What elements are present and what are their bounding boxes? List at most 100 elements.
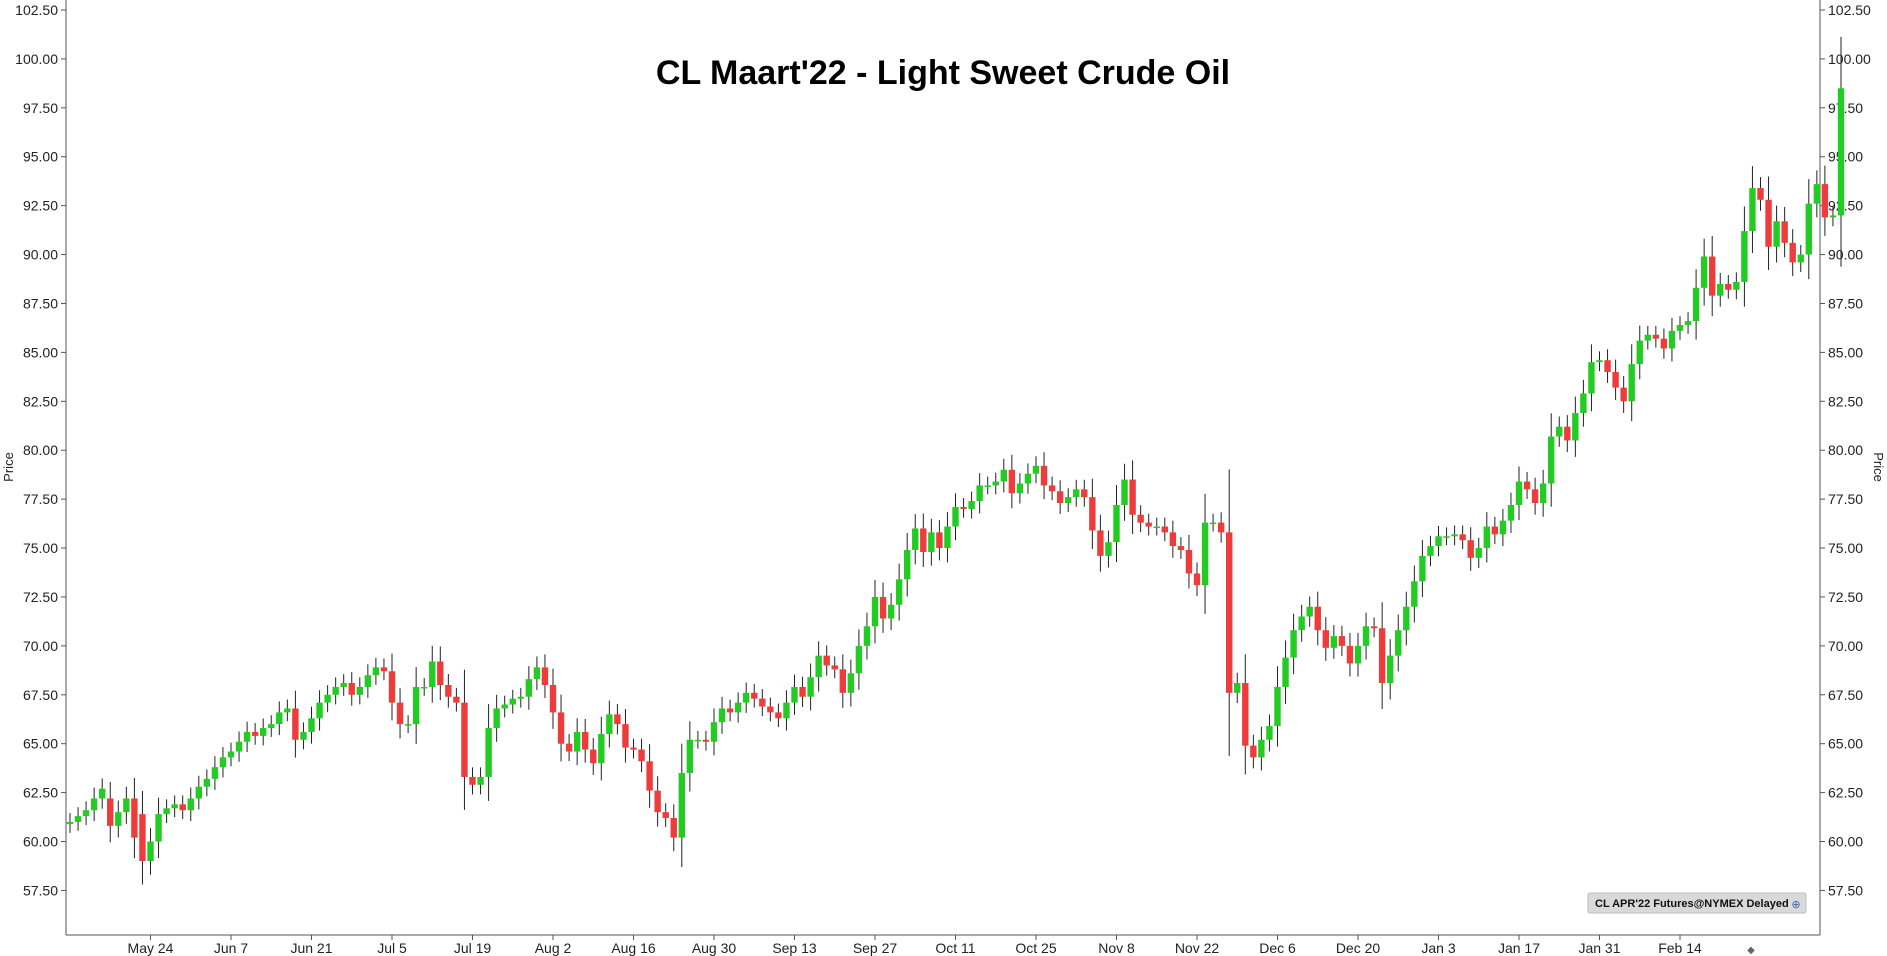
candle	[509, 689, 516, 714]
candle-body-up	[1113, 505, 1120, 543]
candle	[839, 654, 846, 708]
candle	[767, 697, 774, 722]
candle-body-up	[324, 694, 331, 703]
candle	[1620, 375, 1627, 413]
candle	[1266, 714, 1273, 752]
candle-body-down	[1765, 199, 1772, 247]
candle-body-up	[1483, 526, 1490, 549]
candle	[614, 704, 621, 735]
candle	[1040, 452, 1048, 500]
candle-body-up	[211, 767, 219, 779]
candle-body-down	[702, 739, 710, 742]
y-tick-label-right: 77.50	[1828, 491, 1863, 507]
candle	[1475, 537, 1482, 569]
candle-body-up	[904, 550, 911, 580]
candle	[557, 694, 565, 762]
x-tick-label: Feb 14	[1658, 940, 1702, 956]
x-tick-label: Sep 27	[853, 940, 898, 956]
candle	[1692, 269, 1700, 340]
candle	[404, 715, 412, 734]
y-tick-label-right: 87.50	[1828, 295, 1863, 311]
candle	[686, 721, 694, 792]
candle	[928, 518, 935, 566]
candle-body-up	[1395, 630, 1402, 656]
candle	[759, 689, 766, 717]
candle-body-up	[1201, 522, 1209, 586]
candle-body-down	[1467, 540, 1474, 558]
candle	[1515, 466, 1523, 521]
candle	[1089, 478, 1096, 549]
candle-body-down	[549, 685, 557, 713]
candle	[1145, 513, 1152, 536]
scroll-arrow-icon[interactable]: ◆	[1747, 945, 1755, 956]
candle	[332, 677, 339, 705]
candle-body-down	[453, 696, 460, 703]
candle	[1161, 517, 1168, 542]
candle-body-down	[622, 724, 629, 748]
candle-body-up	[276, 712, 283, 725]
x-tick-label: Jan 3	[1421, 940, 1455, 956]
candle-body-up	[1741, 231, 1748, 282]
y-tick-label-right: 95.00	[1828, 149, 1863, 165]
candle	[895, 563, 903, 621]
candle-body-down	[1523, 481, 1531, 490]
candle	[268, 715, 275, 737]
candle-body-up	[710, 722, 718, 742]
candle-body-down	[1129, 479, 1136, 515]
candle-body-down	[1040, 465, 1048, 486]
candle-body-up	[187, 798, 194, 811]
candle	[1676, 316, 1684, 340]
candle-body-up	[573, 731, 581, 752]
candle-body-up	[976, 485, 983, 502]
candle	[1121, 463, 1128, 521]
candle-body-up	[1298, 616, 1305, 631]
candle-body-down	[759, 698, 766, 707]
candle	[1008, 454, 1016, 509]
candle	[107, 782, 114, 843]
candle-body-down	[1781, 221, 1788, 243]
candle	[783, 690, 790, 731]
candle-body-down	[614, 714, 621, 725]
candle	[1451, 525, 1458, 546]
candle-body-down	[1564, 426, 1571, 441]
candle	[1523, 471, 1531, 499]
candle	[1660, 328, 1668, 359]
candle-body-up	[1073, 489, 1080, 498]
candle-body-up	[155, 814, 162, 842]
candle	[66, 813, 74, 833]
candle	[372, 657, 380, 685]
candle-body-up	[887, 604, 895, 619]
candle	[654, 776, 661, 827]
y-tick-label-left: 65.00	[23, 736, 58, 752]
candle	[598, 716, 605, 781]
candle-body-up	[984, 485, 991, 487]
candle	[855, 629, 863, 690]
candle-body-down	[1322, 630, 1329, 648]
candle	[960, 498, 967, 518]
candle-body-down	[388, 671, 396, 703]
candle	[195, 775, 202, 810]
candle	[1113, 485, 1120, 563]
candle-body-down	[1346, 645, 1354, 664]
candle	[1700, 238, 1708, 306]
candle	[1717, 272, 1724, 307]
candle	[437, 646, 444, 701]
candle	[863, 612, 871, 660]
candle	[243, 721, 251, 753]
candle	[1032, 456, 1040, 484]
candle	[1596, 351, 1603, 372]
candle	[630, 738, 637, 759]
y-tick-label-left: 102.50	[15, 2, 58, 18]
candle	[90, 787, 98, 822]
candle-body-up	[316, 702, 323, 719]
candle	[1491, 516, 1499, 544]
candle	[251, 723, 259, 745]
candle-body-down	[582, 731, 589, 750]
candle	[1580, 379, 1587, 427]
candle-body-up	[493, 708, 500, 729]
y-tick-label-right: 102.50	[1828, 2, 1871, 18]
candle-body-down	[1789, 242, 1796, 263]
candle-body-up	[227, 751, 235, 758]
candle	[1427, 535, 1434, 567]
